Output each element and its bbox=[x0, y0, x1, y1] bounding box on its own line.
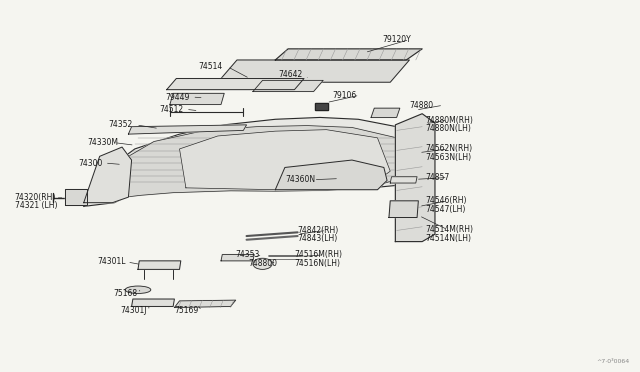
Text: 74330M: 74330M bbox=[88, 138, 118, 147]
Text: 74360N: 74360N bbox=[285, 175, 315, 184]
Polygon shape bbox=[84, 118, 424, 206]
Polygon shape bbox=[275, 160, 387, 190]
Polygon shape bbox=[84, 147, 132, 203]
Polygon shape bbox=[221, 254, 254, 261]
Text: 74514: 74514 bbox=[198, 62, 223, 71]
Text: 74512: 74512 bbox=[159, 105, 183, 114]
Text: 74514N(LH): 74514N(LH) bbox=[426, 234, 472, 243]
Polygon shape bbox=[174, 300, 236, 308]
Circle shape bbox=[253, 258, 272, 269]
Text: 74642: 74642 bbox=[278, 70, 303, 79]
Text: 74563N(LH): 74563N(LH) bbox=[426, 153, 472, 162]
Polygon shape bbox=[390, 177, 417, 183]
Text: 74843(LH): 74843(LH) bbox=[298, 234, 338, 244]
Text: 74301L: 74301L bbox=[98, 257, 126, 266]
Polygon shape bbox=[396, 114, 435, 241]
Text: 74880N(LH): 74880N(LH) bbox=[426, 124, 471, 133]
Text: 79106: 79106 bbox=[333, 91, 357, 100]
Polygon shape bbox=[179, 130, 390, 190]
Text: 74352: 74352 bbox=[108, 121, 132, 129]
Bar bbox=[315, 103, 328, 110]
Polygon shape bbox=[109, 126, 410, 199]
Polygon shape bbox=[371, 108, 400, 118]
Text: 74880: 74880 bbox=[410, 101, 433, 110]
Text: 74547(LH): 74547(LH) bbox=[426, 205, 466, 214]
Polygon shape bbox=[253, 80, 323, 92]
Text: 75168: 75168 bbox=[113, 289, 137, 298]
Polygon shape bbox=[65, 189, 87, 205]
Text: 79449: 79449 bbox=[166, 93, 190, 102]
Text: 79120Y: 79120Y bbox=[383, 35, 412, 44]
Text: 74880M(RH): 74880M(RH) bbox=[426, 116, 473, 125]
Text: 74514M(RH): 74514M(RH) bbox=[426, 225, 474, 234]
Polygon shape bbox=[389, 201, 419, 218]
Text: 74842(RH): 74842(RH) bbox=[298, 226, 339, 235]
Polygon shape bbox=[275, 49, 422, 60]
Text: 74301J: 74301J bbox=[120, 307, 147, 315]
Polygon shape bbox=[129, 125, 246, 134]
Text: 74546(RH): 74546(RH) bbox=[426, 196, 467, 205]
Polygon shape bbox=[170, 93, 224, 105]
Text: 74300: 74300 bbox=[78, 158, 102, 167]
Text: 74562N(RH): 74562N(RH) bbox=[426, 144, 472, 153]
Text: 74321 (LH): 74321 (LH) bbox=[15, 201, 57, 210]
Text: 74320(RH): 74320(RH) bbox=[15, 193, 56, 202]
Text: 74857: 74857 bbox=[426, 173, 450, 182]
Text: 74353: 74353 bbox=[236, 250, 260, 259]
Polygon shape bbox=[218, 60, 410, 82]
Text: 74516N(LH): 74516N(LH) bbox=[294, 259, 340, 268]
Polygon shape bbox=[167, 78, 304, 90]
Text: ^7·0³0064: ^7·0³0064 bbox=[596, 359, 630, 364]
Bar bbox=[315, 103, 328, 110]
Text: 75169: 75169 bbox=[174, 307, 198, 315]
Ellipse shape bbox=[125, 286, 151, 294]
Text: 74516M(RH): 74516M(RH) bbox=[294, 250, 342, 259]
Polygon shape bbox=[132, 299, 174, 307]
Text: 748800: 748800 bbox=[248, 259, 277, 268]
Polygon shape bbox=[138, 261, 180, 269]
